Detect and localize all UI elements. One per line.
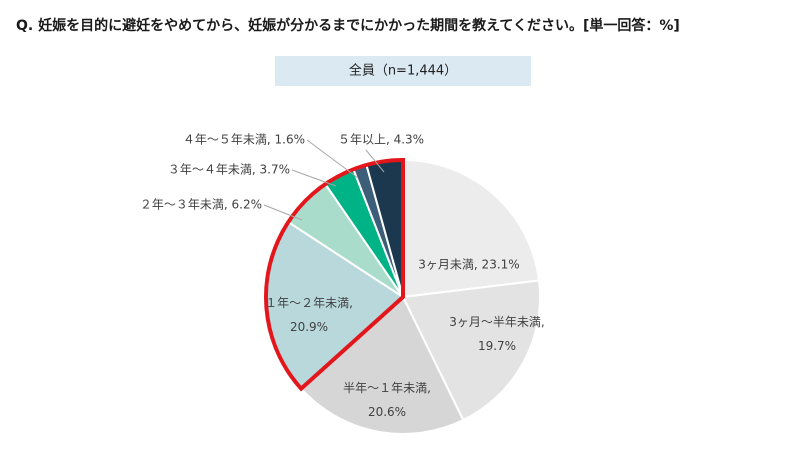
subtitle-box [275, 56, 531, 86]
data-label: １年～２年未満, 20.9% [265, 296, 353, 334]
highlight-outline [264, 157, 405, 392]
data-label: 半年～１年未満, 20.6% [343, 381, 431, 419]
pie-slice [401, 279, 541, 422]
pie-slice [402, 158, 541, 299]
leader-line [263, 204, 303, 221]
data-label: ４年～５年未満, 1.6% [183, 133, 305, 147]
leader-line [291, 169, 337, 187]
leader-line [306, 139, 359, 179]
data-label: ２年～３年未満, 6.2% [140, 198, 262, 212]
subtitle: 全員（n=1,444） [349, 63, 457, 79]
data-label: 3ヶ月未満, 23.1% [418, 258, 519, 272]
data-label: 3ヶ月～半年未満, 19.7% [449, 315, 544, 353]
pie-slice [299, 295, 465, 435]
data-label: ５年以上, 4.3% [338, 133, 424, 147]
leader-line [365, 149, 385, 173]
data-label: ３年～４年未満, 3.7% [168, 163, 290, 177]
chart-title: Q. 妊娠を目的に避妊をやめてから、妊娠が分かるまでにかかった期間を教えてくださ… [16, 17, 680, 34]
